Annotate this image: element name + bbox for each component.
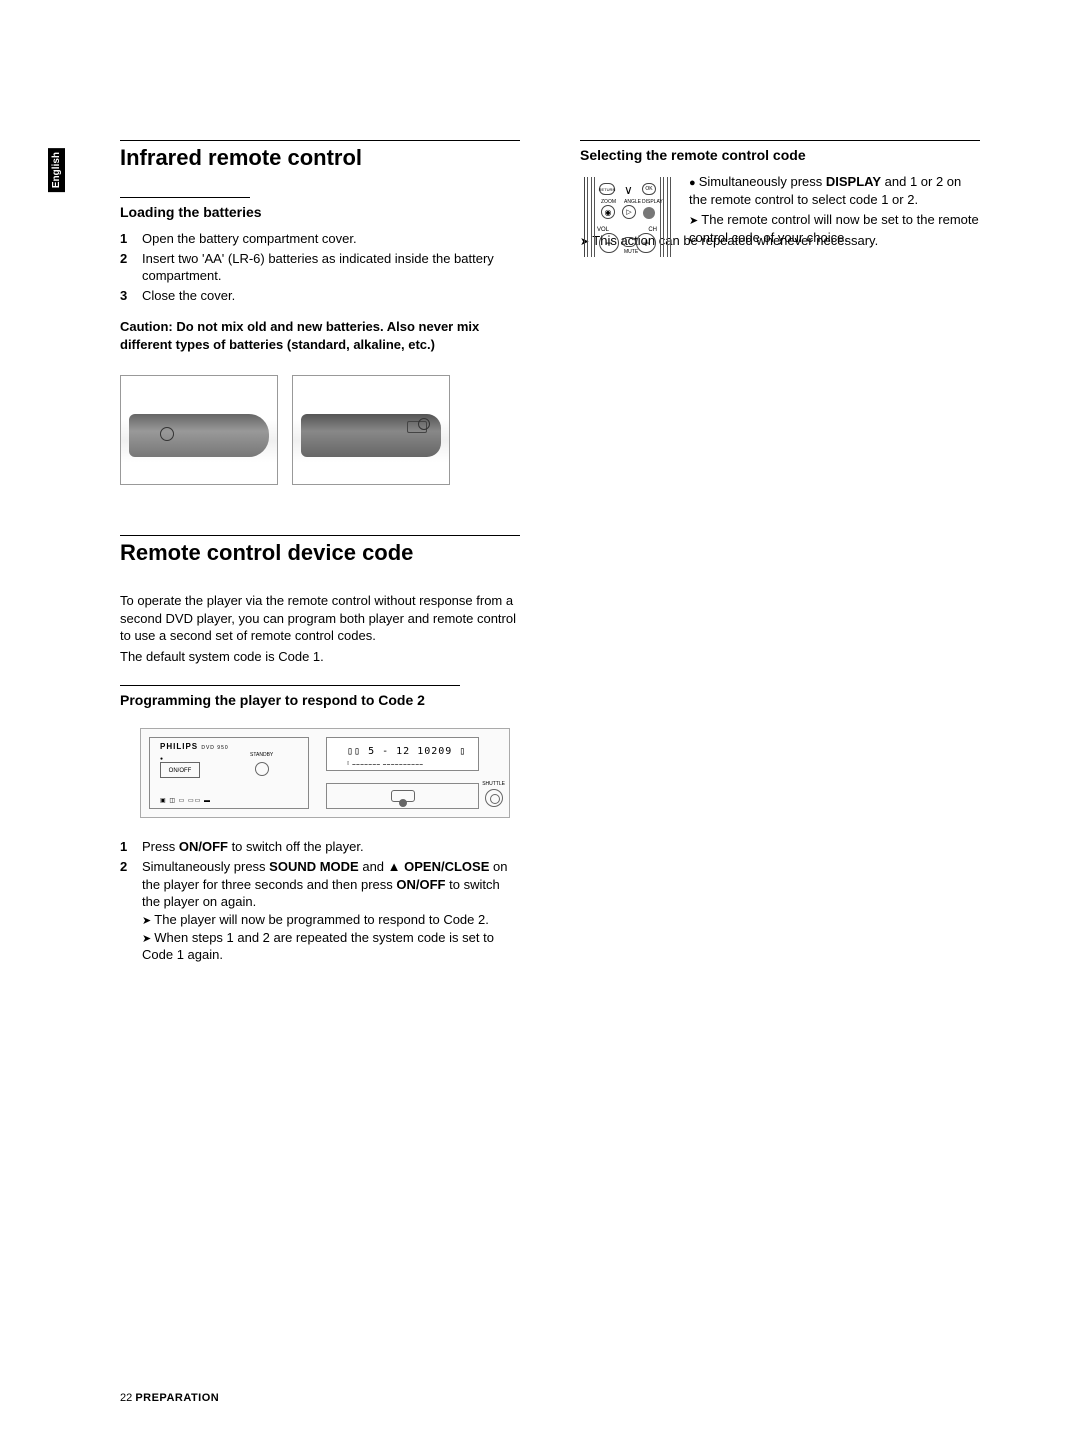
caution-text: Caution: Do not mix old and new batterie… bbox=[120, 318, 520, 353]
rule bbox=[120, 197, 250, 198]
intro-text: To operate the player via the remote con… bbox=[120, 592, 520, 645]
subsection-title: Selecting the remote control code bbox=[580, 147, 980, 163]
page-footer: 22 PREPARATION bbox=[120, 1392, 219, 1404]
step-text: Press ON/OFF to switch off the player. bbox=[142, 838, 520, 856]
left-column: Infrared remote control Loading the batt… bbox=[120, 140, 520, 966]
step-text: Close the cover. bbox=[142, 287, 520, 305]
rule bbox=[580, 140, 980, 141]
battery-steps: 1Open the battery compartment cover. 2In… bbox=[120, 230, 520, 304]
player-figure: PHILIPS DVD 950 ● ON/OFF STANDBY ▣ ◫ ▭ ▭… bbox=[140, 728, 510, 818]
section-title: Remote control device code bbox=[120, 540, 520, 566]
step-text: Insert two 'AA' (LR-6) batteries as indi… bbox=[142, 250, 520, 285]
language-tab: English bbox=[48, 148, 65, 192]
rule bbox=[120, 535, 520, 536]
intro-text: The default system code is Code 1. bbox=[120, 648, 520, 666]
programming-steps: 1 Press ON/OFF to switch off the player.… bbox=[120, 838, 520, 963]
rule bbox=[120, 140, 520, 141]
step-text: Open the battery compartment cover. bbox=[142, 230, 520, 248]
section-title: Infrared remote control bbox=[120, 145, 520, 171]
remote-figure: ∨ RETURN OK ZOOM ANGLE DISPLAY ◉ ▷ VOL C… bbox=[580, 173, 675, 261]
result-text: When steps 1 and 2 are repeated the syst… bbox=[142, 930, 494, 963]
rule bbox=[120, 685, 460, 686]
section-2: Remote control device code To operate th… bbox=[120, 535, 520, 964]
right-column: Selecting the remote control code ∨ RETU… bbox=[580, 140, 980, 966]
result-text: The player will now be programmed to res… bbox=[142, 912, 489, 927]
subsection-title: Loading the batteries bbox=[120, 204, 520, 220]
step-text: Simultaneously press SOUND MODE and ▲ OP… bbox=[142, 858, 520, 964]
battery-figure bbox=[120, 375, 450, 485]
subsection-title: Programming the player to respond to Cod… bbox=[120, 692, 520, 708]
